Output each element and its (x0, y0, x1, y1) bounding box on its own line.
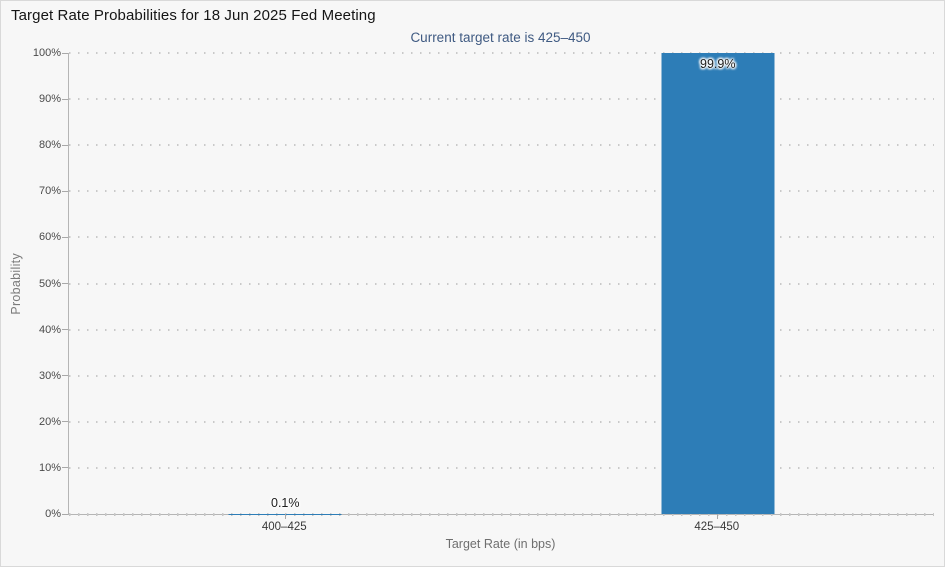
y-axis-tick-label: 30% (38, 369, 61, 382)
y-axis-tick (62, 190, 68, 192)
x-axis-tick (284, 514, 286, 519)
bar-value-label: 99.9% (700, 57, 736, 72)
y-axis-tick (62, 283, 68, 284)
chart-title: Target Rate Probabilities for 18 Jun 202… (11, 7, 376, 24)
gridline (69, 374, 934, 377)
y-axis-tick (62, 375, 68, 377)
y-axis-tick (62, 467, 68, 469)
y-axis-tick (62, 513, 68, 515)
y-axis-labels: 0% 10% 20% 30% 40% 50% 60% 70% 80% 90% 100% (1, 47, 61, 520)
y-axis-tick (62, 236, 68, 238)
bar-value-label: 0.1% (271, 495, 300, 510)
y-axis-tick (62, 421, 68, 423)
y-axis-tick (62, 144, 68, 146)
y-axis-tick-label: 60% (38, 231, 61, 244)
y-axis-tick (62, 329, 68, 331)
gridline (69, 466, 934, 469)
gridline (69, 98, 934, 101)
y-axis-tick-label: 90% (38, 93, 61, 106)
x-axis-category-label: 400–425 (261, 521, 307, 533)
x-axis-category-label: 425–450 (694, 521, 740, 533)
gridline (69, 513, 934, 515)
gridline (69, 190, 934, 193)
gridline (69, 236, 934, 239)
gridline (69, 144, 934, 147)
x-axis-minor-ticks (69, 514, 934, 516)
y-axis-tick-label: 80% (38, 139, 61, 152)
gridline (69, 420, 934, 423)
gridline (69, 282, 934, 285)
x-axis-title: Target Rate (in bps) (445, 537, 556, 551)
x-axis-tick (717, 514, 719, 519)
y-axis-tick-label: 20% (38, 415, 61, 428)
y-axis-tick (62, 98, 68, 100)
gridline (69, 328, 934, 331)
y-axis-tick-label: 70% (38, 185, 61, 198)
y-axis-tick-label: 0% (45, 508, 61, 520)
y-axis-tick (62, 52, 68, 54)
y-axis-tick-label: 40% (38, 323, 61, 336)
gridline (69, 52, 934, 54)
y-axis-tick-label: 50% (38, 277, 61, 290)
plot-area: 0.1% 99.9% (62, 52, 934, 519)
x-axis-labels: 400–425 425–450 (68, 521, 933, 536)
probability-bar (661, 53, 775, 514)
y-axis-tick-label: 100% (32, 47, 61, 59)
y-axis-tick-label: 10% (38, 461, 61, 474)
chart-subtitle: Current target rate is 425–450 (410, 30, 591, 45)
